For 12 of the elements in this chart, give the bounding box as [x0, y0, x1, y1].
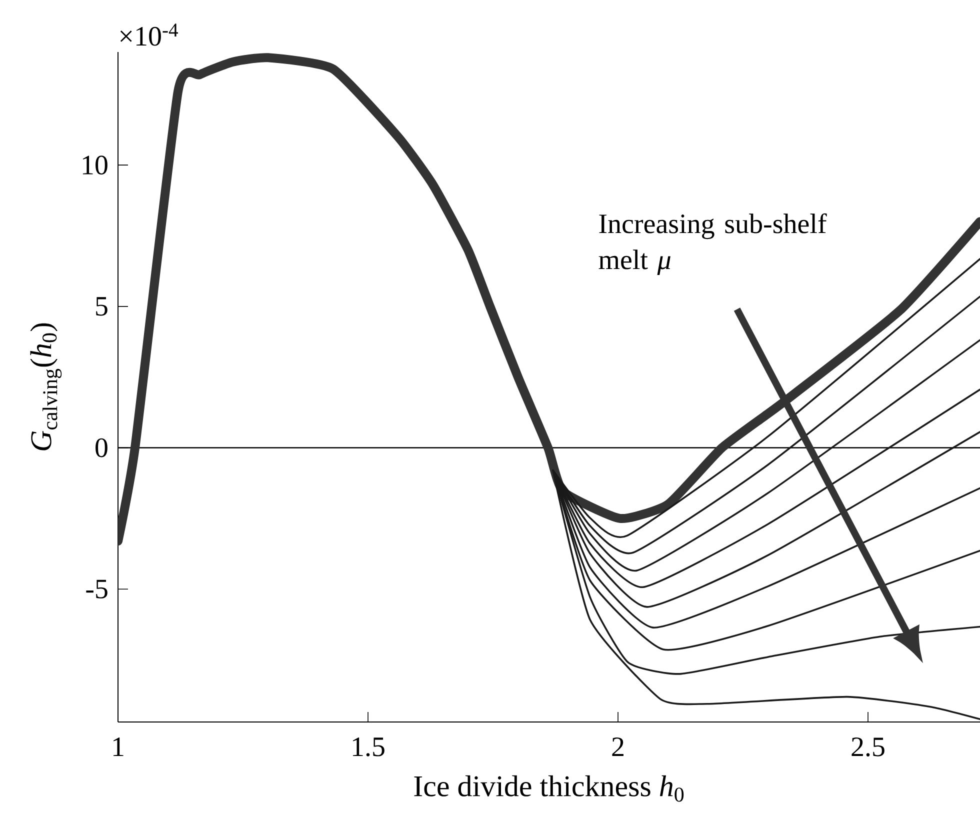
y-tick-label: 5	[96, 297, 108, 316]
y-tick-label: 10	[82, 156, 108, 175]
x-tick-label: 1.5	[352, 738, 384, 756]
text: ×10$^{-4}$	[120, 24, 178, 46]
x-tick-label: 2	[612, 738, 624, 756]
y-tick-label: 0	[96, 438, 108, 458]
y-tick-label: -5	[86, 580, 108, 598]
x-axis-title: Ice divide thickness h$_{0}$	[414, 775, 684, 802]
annotation: Increasing sub-shelf melt μ	[598, 213, 827, 276]
y-axis-title: G$_{calving}$(h$_{0}$)	[30, 323, 62, 450]
x-tick-label: 1	[113, 738, 124, 756]
x-tick-label: 2.5	[852, 738, 884, 756]
